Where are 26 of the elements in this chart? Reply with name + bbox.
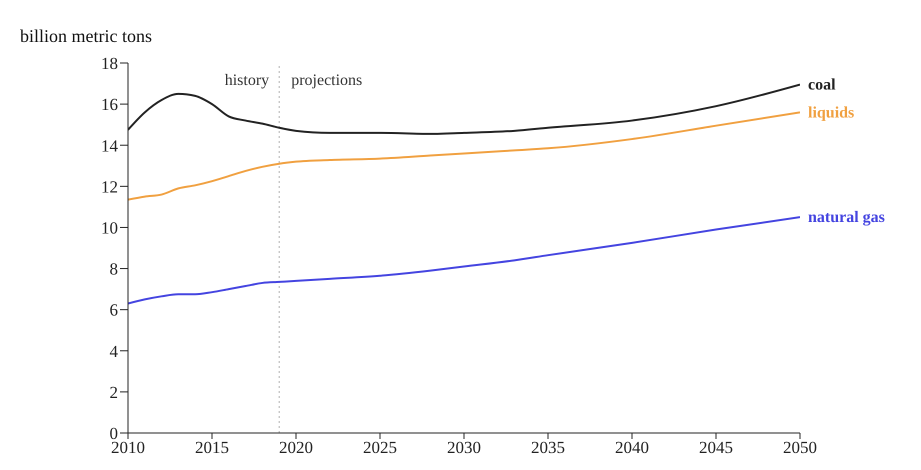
series-label: coal [808, 76, 836, 94]
y-tick-label: 2 [110, 382, 118, 402]
y-tick-label: 10 [101, 218, 118, 238]
x-tick-label: 2040 [615, 438, 649, 458]
annotation: history [224, 72, 270, 89]
line-series [128, 216, 800, 304]
y-tick-label: 18 [101, 54, 118, 74]
x-tick-label: 2035 [531, 438, 565, 458]
y-tick-label: 8 [110, 260, 118, 279]
annotation: projections [291, 72, 362, 89]
x-tick-label: 2020 [279, 438, 313, 458]
x-tick-label: 2045 [699, 438, 733, 458]
x-tick-label: 2025 [363, 438, 397, 458]
y-tick-label: 12 [101, 177, 118, 196]
x-tick-label: 2050 [783, 438, 817, 458]
line-series [128, 111, 800, 201]
series-label: liquids [808, 104, 854, 122]
y-axis-title: billion metric tons [20, 26, 152, 47]
x-tick-label: 2010 [111, 438, 145, 458]
x-tick-label: 2015 [195, 438, 229, 458]
y-tick-label: 14 [101, 136, 118, 156]
y-tick-label: 16 [101, 95, 118, 114]
x-tick-label: 2030 [447, 438, 481, 458]
y-tick-label: 6 [110, 300, 118, 320]
series-label: natural gas [808, 209, 885, 226]
y-tick-label: 4 [110, 342, 118, 361]
